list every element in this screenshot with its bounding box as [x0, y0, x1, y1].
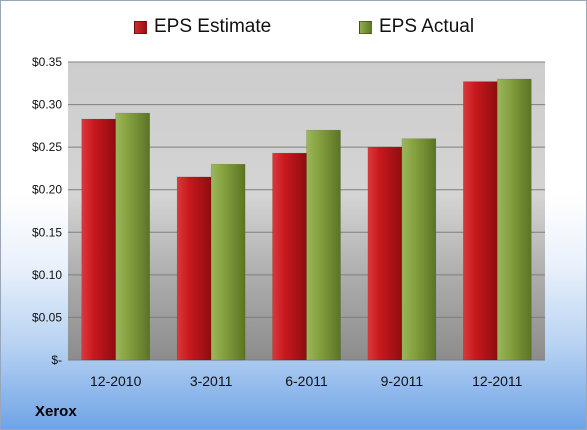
y-tick-label: $0.25 [32, 140, 62, 154]
legend-swatch-estimate [134, 20, 147, 34]
bar-eps-estimate [463, 81, 498, 361]
bar-eps-actual [210, 163, 246, 361]
y-tick-label: $0.30 [32, 98, 62, 112]
legend-item-eps-estimate: EPS Estimate [134, 15, 271, 39]
bar-eps-actual [115, 112, 150, 361]
bar-eps-estimate [81, 118, 116, 361]
legend-label-actual: EPS Actual [379, 16, 475, 37]
x-tick-label: 9-2011 [381, 373, 424, 389]
y-tick-label: $0.35 [32, 55, 62, 69]
company-label: Xerox [35, 403, 77, 420]
bar-eps-actual [401, 138, 437, 361]
legend-label-estimate: EPS Estimate [154, 16, 272, 37]
x-tick-label: 6-2011 [285, 373, 328, 389]
bar-eps-actual [497, 78, 532, 361]
y-tick-label: $0.20 [32, 183, 62, 197]
y-tick-label: $- [51, 353, 62, 367]
y-tick-label: $0.10 [32, 268, 62, 282]
x-tick-label: 3-2011 [190, 373, 233, 389]
bar-eps-actual [306, 129, 341, 361]
y-tick-label: $0.15 [32, 225, 62, 239]
x-tick-label: 12-2011 [472, 373, 523, 389]
bar-eps-estimate [176, 176, 212, 361]
legend-swatch-actual [359, 20, 372, 34]
legend-item-eps-actual: EPS Actual [359, 15, 474, 39]
chart-legend: EPS Estimate EPS Actual [1, 15, 587, 39]
bar-eps-estimate [367, 146, 403, 361]
bar-eps-estimate [272, 152, 307, 361]
y-tick-label: $0.05 [32, 310, 62, 324]
x-tick-label: 12-2010 [90, 373, 142, 389]
